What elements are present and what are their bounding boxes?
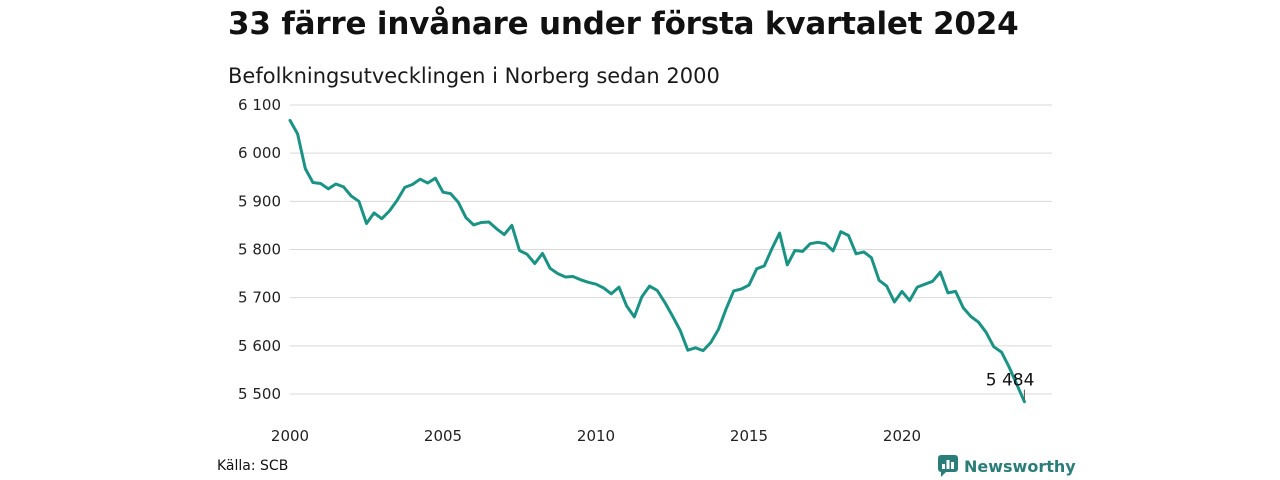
- source-note: Källa: SCB: [217, 458, 289, 474]
- gridlines: [290, 104, 1052, 395]
- chart-subtitle: Befolkningsutvecklingen i Norberg sedan …: [228, 64, 720, 88]
- y-tick-label: 5 600: [238, 337, 281, 355]
- y-tick-label: 5 800: [238, 241, 281, 259]
- x-tick-label: 2000: [271, 427, 309, 445]
- x-tick-label: 2015: [730, 427, 768, 445]
- x-tick-label: 2020: [883, 427, 921, 445]
- y-axis: 5 500 5 600 5 700 5 800 5 900 6 000 6 100: [238, 96, 281, 403]
- series-line: [288, 118, 1026, 404]
- end-value-label: 5 484: [986, 371, 1035, 391]
- y-tick-label: 5 900: [238, 192, 281, 210]
- brand-name: Newsworthy: [964, 456, 1076, 476]
- x-axis: 2000 2005 2010 2015 2020: [271, 427, 921, 445]
- series-group: [288, 118, 1026, 404]
- bar-chart-bubble-icon: [938, 455, 958, 477]
- chart-title: 33 färre invånare under första kvartalet…: [228, 6, 1019, 42]
- x-tick-label: 2005: [424, 427, 462, 445]
- annotations: 5 484: [986, 371, 1035, 400]
- y-tick-label: 5 500: [238, 385, 281, 403]
- y-tick-label: 6 100: [238, 96, 281, 114]
- brand-logo: Newsworthy: [938, 455, 1076, 477]
- y-tick-label: 5 700: [238, 289, 281, 307]
- x-tick-label: 2010: [577, 427, 615, 445]
- y-tick-label: 6 000: [238, 144, 281, 162]
